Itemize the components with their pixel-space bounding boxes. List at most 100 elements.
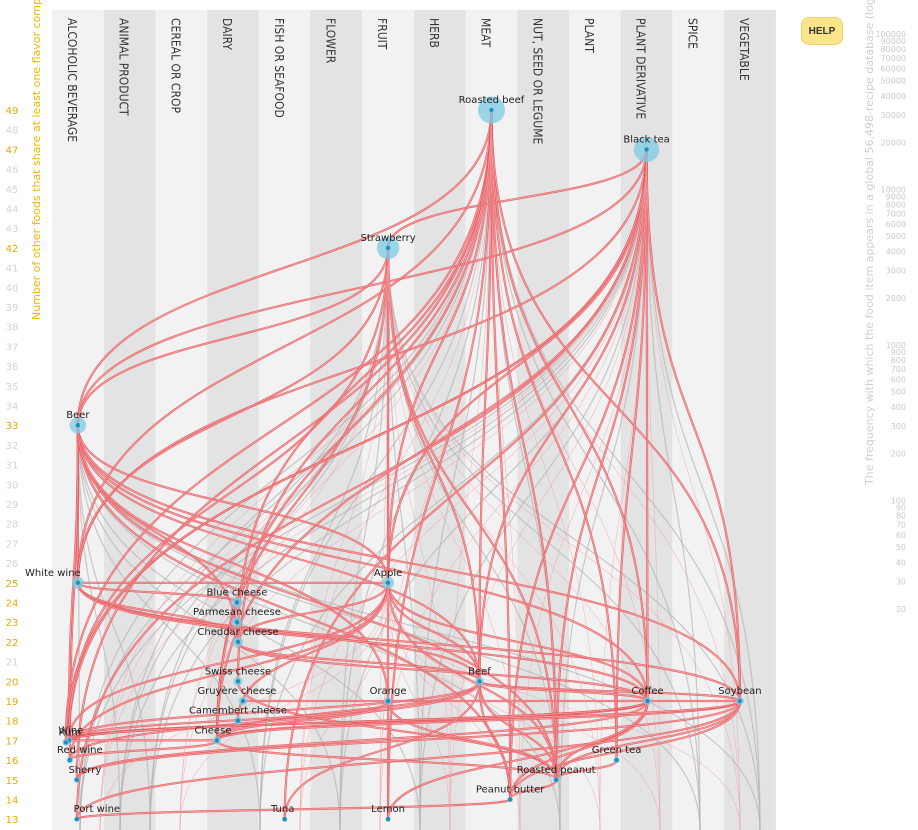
category-label-spice: SPICE — [685, 18, 699, 49]
left-tick-label: 34 — [6, 402, 19, 413]
node-parmesan-cheese[interactable]: Parmesan cheese — [193, 607, 281, 628]
category-label-cereal-or-crop: CEREAL OR CROP — [168, 18, 182, 113]
node-dot — [385, 698, 391, 704]
node-dot — [235, 679, 241, 684]
node-port-wine[interactable]: Port wine — [74, 804, 120, 822]
thin-edge — [299, 247, 389, 830]
thin-edge — [179, 247, 389, 830]
node-roasted-peanut[interactable]: Roasted peanut — [517, 765, 596, 783]
right-tick-label: 300 — [891, 422, 906, 431]
node-dot — [74, 817, 80, 822]
edge-highlight — [216, 681, 480, 741]
node-gruy-re-cheese[interactable]: Gruyère cheese — [197, 685, 276, 706]
edge-highlight — [76, 700, 741, 820]
node-swiss-cheese[interactable]: Swiss cheese — [205, 666, 271, 686]
left-tick-label: 40 — [6, 283, 19, 294]
node-cheese[interactable]: Cheese — [194, 725, 231, 745]
edge-highlight — [77, 582, 238, 603]
node-peanut-butter[interactable]: Peanut butter — [476, 785, 545, 803]
left-tick-label: 17 — [6, 736, 19, 747]
left-tick-label: 15 — [6, 776, 19, 787]
node-label: Blue cheese — [207, 588, 268, 599]
edge-highlight — [77, 247, 389, 426]
node-label: Cheese — [194, 725, 231, 736]
right-axis-label: The frequency with which the food item a… — [863, 0, 876, 486]
left-tick-label: 19 — [6, 697, 19, 708]
right-tick-label: 80000 — [881, 45, 906, 54]
node-orange[interactable]: Orange — [370, 686, 407, 705]
node-black-tea[interactable]: Black tea — [623, 134, 670, 163]
node-dot — [234, 620, 240, 625]
edge-highlight — [216, 247, 389, 741]
edge-highlight — [68, 681, 480, 741]
node-coffee[interactable]: Coffee — [631, 686, 664, 705]
food-nodes: Roasted beef Black tea Strawberry Beer White… — [25, 95, 762, 822]
thin-edge — [99, 247, 389, 830]
thin-edge — [491, 109, 661, 830]
node-rum[interactable]: Rum — [59, 727, 82, 746]
right-tick-label: 400 — [891, 403, 906, 412]
right-tick-label: 3000 — [886, 267, 906, 276]
node-label: Green tea — [592, 745, 642, 756]
node-white-wine[interactable]: White wine — [25, 568, 84, 589]
left-tick-label: 47 — [6, 145, 19, 156]
node-blue-cheese[interactable]: Blue cheese — [207, 588, 268, 609]
left-tick-label: 22 — [6, 638, 19, 649]
node-label: White wine — [25, 568, 81, 579]
node-dot — [645, 698, 650, 704]
right-tick-label: 90000 — [881, 37, 906, 46]
right-tick-label: 50000 — [881, 77, 906, 86]
node-tuna[interactable]: Tuna — [270, 804, 294, 822]
node-label: Roasted beef — [459, 95, 525, 106]
edge-highlight — [77, 109, 492, 426]
edge-highlight — [237, 641, 480, 682]
node-red-wine[interactable]: Red wine — [57, 745, 103, 764]
node-cheddar-cheese[interactable]: Cheddar cheese — [197, 627, 278, 648]
edge-highlight — [69, 740, 218, 761]
left-tick-label: 45 — [6, 185, 19, 196]
left-tick-label: 27 — [6, 539, 19, 550]
right-tick-label: 7000 — [886, 209, 906, 218]
node-lemon[interactable]: Lemon — [371, 804, 405, 822]
edge-highlight — [616, 149, 647, 761]
node-soybean[interactable]: Soybean — [718, 686, 762, 705]
thin-edge — [491, 109, 741, 830]
node-dot — [737, 698, 743, 704]
node-roasted-beef[interactable]: Roasted beef — [459, 95, 525, 124]
right-tick-label: 20 — [896, 605, 906, 614]
node-beer[interactable]: Beer — [66, 410, 90, 434]
node-dot — [235, 718, 241, 723]
thin-edge — [387, 582, 601, 830]
edge-highlight — [555, 149, 647, 780]
edge-highlight — [68, 582, 389, 741]
node-camembert-cheese[interactable]: Camembert cheese — [189, 706, 287, 725]
edge-highlight — [284, 149, 647, 820]
edge-highlight — [77, 425, 648, 702]
left-tick-label: 33 — [6, 421, 19, 432]
thin-edge — [599, 149, 647, 830]
node-label: Red wine — [57, 745, 103, 756]
right-tick-label: 60 — [896, 531, 906, 540]
node-apple[interactable]: Apple — [374, 568, 402, 589]
right-tick-label: 50 — [896, 543, 906, 552]
node-label: Parmesan cheese — [193, 607, 281, 618]
node-sherry[interactable]: Sherry — [68, 765, 101, 783]
node-strawberry[interactable]: Strawberry — [360, 233, 416, 260]
node-dot — [67, 757, 73, 763]
edge-highlight — [387, 149, 647, 248]
right-tick-label: 20000 — [881, 139, 906, 148]
gray-edge — [387, 247, 761, 830]
help-button[interactable]: HELP — [801, 17, 843, 45]
node-label: Coffee — [631, 686, 663, 697]
node-beef[interactable]: Beef — [468, 666, 491, 686]
right-tick-label: 40 — [896, 558, 906, 567]
thin-edge — [387, 247, 451, 830]
category-label-vegetable: VEGETABLE — [737, 18, 751, 81]
node-label: Black tea — [623, 134, 669, 145]
edge-highlight — [77, 425, 480, 682]
node-dot — [385, 245, 391, 251]
node-dot — [282, 817, 287, 822]
node-label: Tuna — [270, 804, 294, 815]
node-green-tea[interactable]: Green tea — [592, 745, 642, 764]
thin-edge — [299, 109, 492, 830]
